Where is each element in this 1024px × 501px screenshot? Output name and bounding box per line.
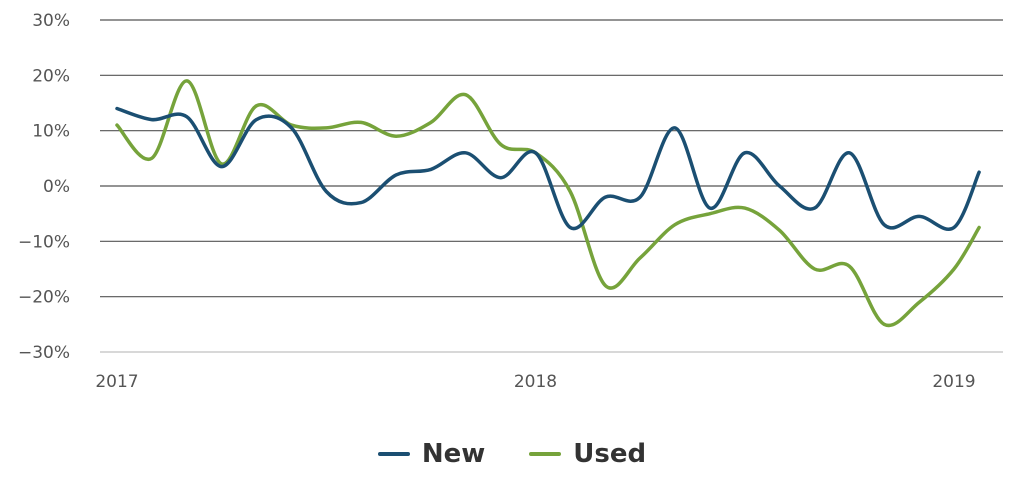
y-axis-ticks: 30% 20% 10% 0% −10% −20% −30%: [18, 11, 70, 363]
legend-label-new: New: [421, 439, 486, 469]
legend: New Used: [0, 432, 1024, 476]
grid-lines: [100, 19, 1003, 353]
y-tick-label: 30%: [32, 11, 70, 31]
y-tick-label: −30%: [18, 343, 70, 363]
x-tick-label: 2017: [95, 372, 138, 392]
legend-item-used: Used: [529, 439, 646, 469]
y-tick-label: −10%: [18, 232, 70, 252]
y-tick-label: 10%: [32, 122, 70, 142]
x-tick-label: 2018: [514, 372, 557, 392]
y-tick-label: 0%: [43, 177, 70, 197]
legend-label-used: Used: [573, 439, 647, 469]
line-chart: 30% 20% 10% 0% −10% −20% −30% 2017 2018 2019: [18, 11, 1003, 392]
series-line-new: [115, 106, 981, 231]
series-lines: [115, 79, 981, 328]
x-axis-ticks: 2017 2018 2019: [95, 372, 975, 392]
y-tick-label: 20%: [32, 66, 70, 86]
y-tick-label: −20%: [18, 288, 70, 308]
legend-swatch-new: [377, 452, 410, 456]
x-tick-label: 2019: [932, 372, 975, 392]
series-line-used: [115, 79, 981, 328]
legend-swatch-used: [529, 452, 562, 456]
legend-item-new: New: [377, 439, 486, 469]
